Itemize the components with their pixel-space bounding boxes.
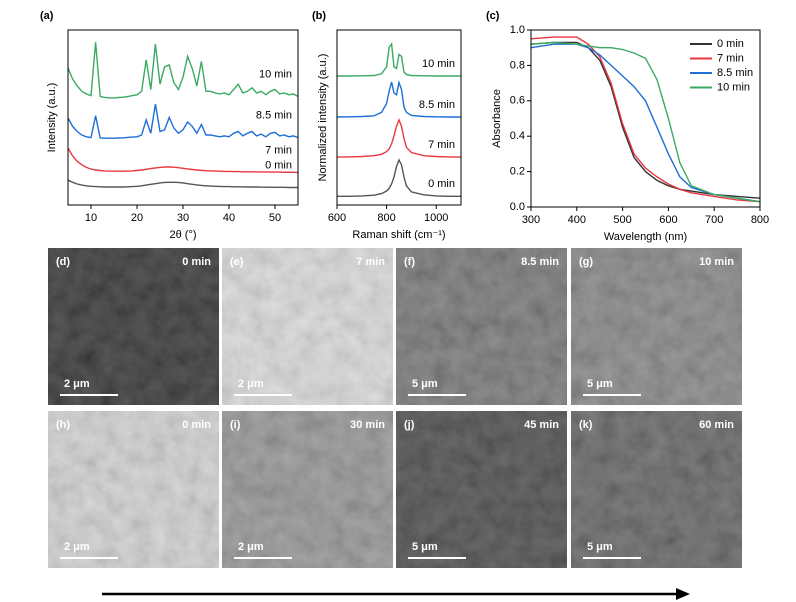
plot-frame <box>67 29 299 206</box>
x-tick-label: 800 <box>377 212 395 224</box>
image-time: 30 min <box>350 419 385 431</box>
x-tick-label: 50 <box>269 212 281 224</box>
x-tick-label: 1000 <box>424 212 448 224</box>
image-label: (h) <box>56 419 70 431</box>
series-line <box>67 179 298 189</box>
y-tick-label: 0.2 <box>510 166 525 178</box>
sem-image <box>222 411 393 568</box>
image-label: (g) <box>579 256 593 268</box>
x-tick-label: 40 <box>223 212 235 224</box>
y-tick-label: 0.8 <box>510 59 525 71</box>
scale-label: 2 μm <box>64 541 90 553</box>
series-line <box>337 42 461 77</box>
scale-label: 2 μm <box>64 378 90 390</box>
legend-label: 7 min <box>717 52 744 64</box>
scale-label: 5 μm <box>412 378 438 390</box>
image-time: 0 min <box>182 419 211 431</box>
series-line <box>530 41 761 199</box>
sem-image <box>571 411 742 568</box>
image-time: 45 min <box>524 419 559 431</box>
y-axis-label: Intensity (a.u.) <box>46 83 58 153</box>
series-line <box>530 41 761 203</box>
y-tick-label: 0.4 <box>510 130 525 142</box>
image-time: 0 min <box>182 256 211 268</box>
legend-label: 0 min <box>717 38 744 50</box>
series-line <box>67 42 299 99</box>
x-tick-label: 600 <box>659 214 677 226</box>
series-label: 0 min <box>428 178 455 190</box>
series-label: 7 min <box>265 144 292 156</box>
series-line <box>336 117 462 158</box>
sem-image <box>48 248 219 405</box>
x-tick-label: 300 <box>522 214 540 226</box>
x-tick-label: 600 <box>328 212 346 224</box>
y-tick-label: 0.6 <box>510 95 525 107</box>
sem-image <box>48 411 219 568</box>
y-axis-label: Absorbance <box>491 89 503 148</box>
scale-label: 5 μm <box>587 378 613 390</box>
series-line <box>530 36 761 203</box>
image-label: (k) <box>579 419 593 431</box>
panel-label: (b) <box>312 10 326 22</box>
series-label: 8.5 min <box>256 110 292 122</box>
sem-image <box>571 248 742 405</box>
x-tick-label: 700 <box>705 214 723 226</box>
series-line <box>530 43 761 203</box>
legend-label: 8.5 min <box>717 67 753 79</box>
scale-label: 2 μm <box>238 378 264 390</box>
series-label: 7 min <box>428 139 455 151</box>
image-time: 60 min <box>699 419 734 431</box>
x-tick-label: 500 <box>613 214 631 226</box>
series-label: 10 min <box>422 58 455 70</box>
image-label: (e) <box>230 256 244 268</box>
image-label: (j) <box>404 419 415 431</box>
legend-label: 10 min <box>717 81 750 93</box>
y-axis-label: Normalized intensity (a.u.) <box>317 54 329 182</box>
x-tick-label: 10 <box>85 212 97 224</box>
series-label: 10 min <box>259 68 292 80</box>
x-axis-label: Raman shift (cm⁻¹) <box>352 229 445 241</box>
plot-frame <box>530 29 761 208</box>
x-axis-label: Wavelength (nm) <box>604 231 687 243</box>
x-tick-label: 20 <box>131 212 143 224</box>
series-line <box>67 147 299 174</box>
arrow-head <box>676 588 690 600</box>
scale-label: 5 μm <box>412 541 438 553</box>
sem-image <box>396 248 567 405</box>
series-line <box>336 79 461 118</box>
scale-label: 5 μm <box>587 541 613 553</box>
image-label: (f) <box>404 256 415 268</box>
image-label: (d) <box>56 256 70 268</box>
series-line <box>67 103 299 139</box>
x-tick-label: 30 <box>177 212 189 224</box>
plot-frame <box>336 29 462 206</box>
series-line <box>337 158 461 197</box>
x-tick-label: 400 <box>568 214 586 226</box>
y-tick-label: 0.0 <box>510 201 525 213</box>
y-tick-label: 1.0 <box>510 24 525 36</box>
panel-label: (a) <box>40 10 54 22</box>
series-label: 0 min <box>265 159 292 171</box>
scale-label: 2 μm <box>238 541 264 553</box>
panel-label: (c) <box>486 10 500 22</box>
sem-image <box>222 248 393 405</box>
series-label: 8.5 min <box>419 99 455 111</box>
x-tick-label: 800 <box>751 214 769 226</box>
image-time: 10 min <box>699 256 734 268</box>
image-label: (i) <box>230 419 241 431</box>
image-time: 7 min <box>356 256 385 268</box>
image-time: 8.5 min <box>521 256 559 268</box>
x-axis-label: 2θ (°) <box>169 229 196 241</box>
sem-image <box>396 411 567 568</box>
